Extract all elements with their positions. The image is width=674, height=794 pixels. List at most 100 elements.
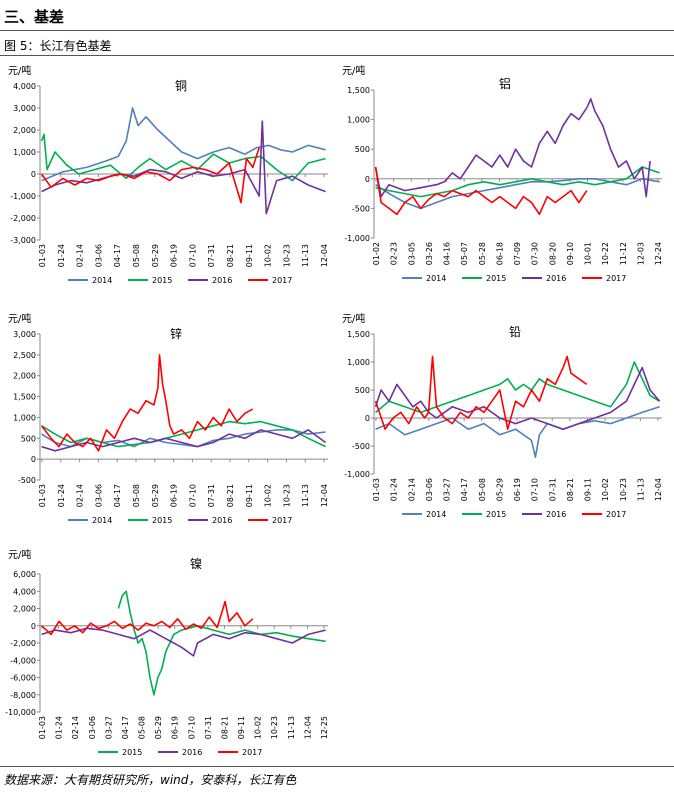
legend-label-2014: 2014 [92,276,112,285]
y-tick-label: -3,000 [10,236,36,245]
legend-label-2015: 2015 [486,510,506,519]
legend-label-2015: 2015 [122,748,142,757]
unit-label: 元/吨 [342,312,365,325]
x-tick-label: 08-21 [220,716,229,739]
y-tick-label: -2,000 [10,214,36,223]
y-tick-label: 500 [355,386,370,395]
x-tick-label: 02-14 [76,244,85,267]
series-line-2016 [374,98,651,198]
x-tick-label: 12-04 [320,484,329,507]
legend-label-2015: 2015 [152,276,172,285]
series-line-2015 [375,361,661,414]
x-tick-label: 08-21 [566,478,575,501]
x-tick-label: 02-14 [76,484,85,507]
x-tick-label: 11-13 [301,484,310,507]
x-tick-label: 12-24 [654,242,663,265]
x-tick-label: 04-17 [121,716,130,739]
x-tick-label: 10-02 [264,244,273,267]
x-tick-label: 10-23 [619,478,628,501]
x-tick-label: 07-10 [187,716,196,739]
y-tick-label: 1,500 [13,393,36,402]
chart-title: 铝 [499,76,511,91]
chart-title: 镍 [190,557,202,571]
x-tick-label: 06-19 [170,244,179,267]
x-tick-label: 07-31 [207,484,216,507]
x-tick-label: 03-06 [94,484,103,507]
y-tick-label: 0 [31,622,36,631]
unit-label: 元/吨 [8,312,31,325]
figure-rule [0,55,674,56]
x-tick-label: 06-18 [495,242,504,265]
series-line-2015 [375,166,660,198]
x-tick-label: 12-04 [654,478,663,501]
x-tick-label: 03-26 [425,242,434,265]
legend-label-2016: 2016 [546,274,566,283]
y-tick-label: 1,000 [13,413,36,422]
y-tick-label: -8,000 [10,691,36,700]
y-tick-label: 2,000 [13,372,36,381]
aluminum-basis-chart: 元/吨铝 -1,000 -500 0 500 1,000 1,500 01-02 02-23 03… [342,64,663,283]
legend-label-2017: 2017 [242,748,262,757]
x-tick-label: 10-01 [584,242,593,265]
series-line-2017 [41,600,254,636]
chart-title: 铜 [175,78,187,93]
x-tick-label: 10-22 [601,242,610,265]
x-tick-label: 09-11 [584,478,593,501]
x-tick-label: 05-29 [151,244,160,267]
x-tick-label: 12-03 [636,242,645,265]
y-tick-label: -6,000 [10,674,36,683]
x-tick-label: 07-30 [531,242,540,265]
x-tick-label: 11-12 [619,242,628,265]
series-line-2014 [375,406,660,458]
unit-label: 元/吨 [8,548,31,561]
x-tick-label: 05-29 [495,478,504,501]
x-tick-label: 07-10 [531,478,540,501]
x-tick-label: 07-09 [513,242,522,265]
x-tick-label: 04-17 [113,244,122,267]
x-tick-label: 05-08 [132,244,141,267]
y-tick-label: 0 [365,414,370,423]
x-tick-label: 01-24 [57,244,66,267]
x-tick-label: 05-08 [132,484,141,507]
series-line-2017 [374,355,588,430]
x-tick-label: 09-10 [566,242,575,265]
y-tick-label: 0 [365,175,370,184]
x-tick-label: 01-03 [38,716,47,739]
x-tick-label: 02-14 [71,716,80,739]
legend-label-2015: 2015 [486,274,506,283]
x-tick-label: 01-24 [390,478,399,501]
x-tick-label: 04-17 [113,484,122,507]
x-tick-label: 06-19 [170,484,179,507]
x-tick-label: 07-31 [548,478,557,501]
series-line-2015 [41,420,326,448]
x-tick-label: 04-16 [443,242,452,265]
y-tick-label: -1,000 [10,192,36,201]
series-line-2017 [40,147,260,204]
x-tick-label: 05-07 [460,242,469,265]
x-tick-label: 01-24 [55,716,64,739]
x-tick-label: 01-03 [38,484,47,507]
x-tick-label: 12-04 [320,244,329,267]
x-tick-label: 05-28 [478,242,487,265]
legend-label-2014: 2014 [426,510,446,519]
series-line-2016 [41,627,326,657]
x-tick-label: 10-23 [282,244,291,267]
legend-label-2016: 2016 [212,276,232,285]
legend-label-2014: 2014 [426,274,446,283]
y-tick-label: -4,000 [10,656,36,665]
x-tick-label: 05-08 [138,716,147,739]
x-tick-label: 09-11 [237,716,246,739]
y-tick-label: 2,000 [13,126,36,135]
x-tick-label: 10-02 [601,478,610,501]
x-tick-label: 03-06 [94,244,103,267]
unit-label: 元/吨 [342,64,365,77]
x-tick-label: 02-14 [407,478,416,501]
x-tick-label: 10-02 [254,716,263,739]
unit-label: 元/吨 [8,64,31,77]
y-tick-label: 3,000 [13,104,36,113]
series-line-2017 [374,166,588,216]
y-tick-label: -1,000 [344,470,370,479]
series-line-2015 [117,590,326,696]
x-tick-label: 05-29 [154,716,163,739]
y-tick-label: 2,500 [13,351,36,360]
